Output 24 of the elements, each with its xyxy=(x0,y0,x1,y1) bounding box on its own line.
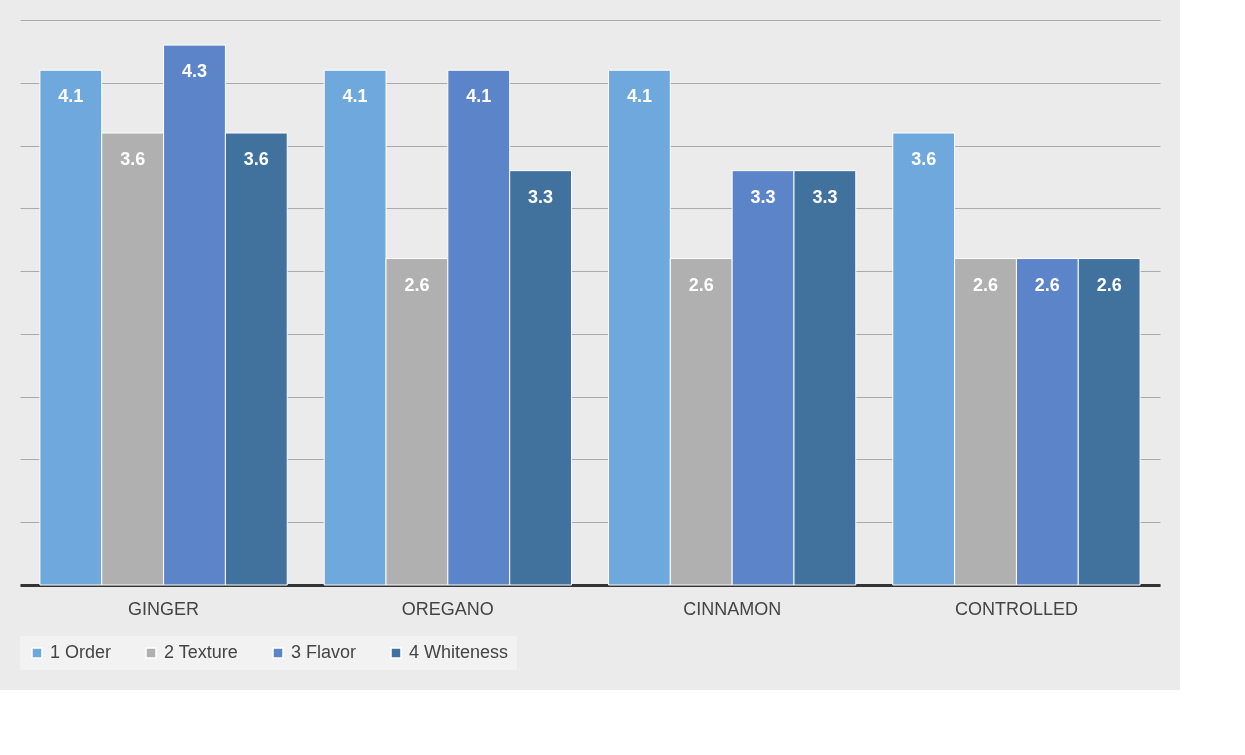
data-label: 4.3 xyxy=(181,61,207,82)
data-label: 4.1 xyxy=(626,86,652,107)
data-label: 3.6 xyxy=(120,149,146,169)
data-label: 4.1 xyxy=(58,86,84,107)
x-tick-label: CINNAMON xyxy=(683,598,782,619)
legend-label: 1 Order xyxy=(50,642,112,662)
data-label: 2.6 xyxy=(688,274,714,295)
data-label: 2.6 xyxy=(1034,274,1060,295)
data-label: 3.3 xyxy=(528,186,554,207)
data-label: 2.6 xyxy=(973,274,999,295)
legend-label: 3 Flavor xyxy=(291,642,357,662)
data-label: 3.6 xyxy=(911,149,937,169)
data-label: 3.3 xyxy=(812,186,838,207)
data-label: 2.6 xyxy=(1096,274,1122,295)
data-label: 4.1 xyxy=(466,86,492,107)
legend-label: 2 Texture xyxy=(164,642,238,662)
data-label: 4.1 xyxy=(342,86,368,107)
data-label: 3.6 xyxy=(243,149,269,169)
x-tick-label: OREGANO xyxy=(401,598,494,619)
data-label: 3.3 xyxy=(750,186,776,207)
x-tick-label: GINGER xyxy=(128,598,200,619)
legend-label: 4 Whiteness xyxy=(409,642,509,662)
x-tick-label: CONTROLLED xyxy=(954,598,1078,619)
data-label: 2.6 xyxy=(404,274,430,295)
